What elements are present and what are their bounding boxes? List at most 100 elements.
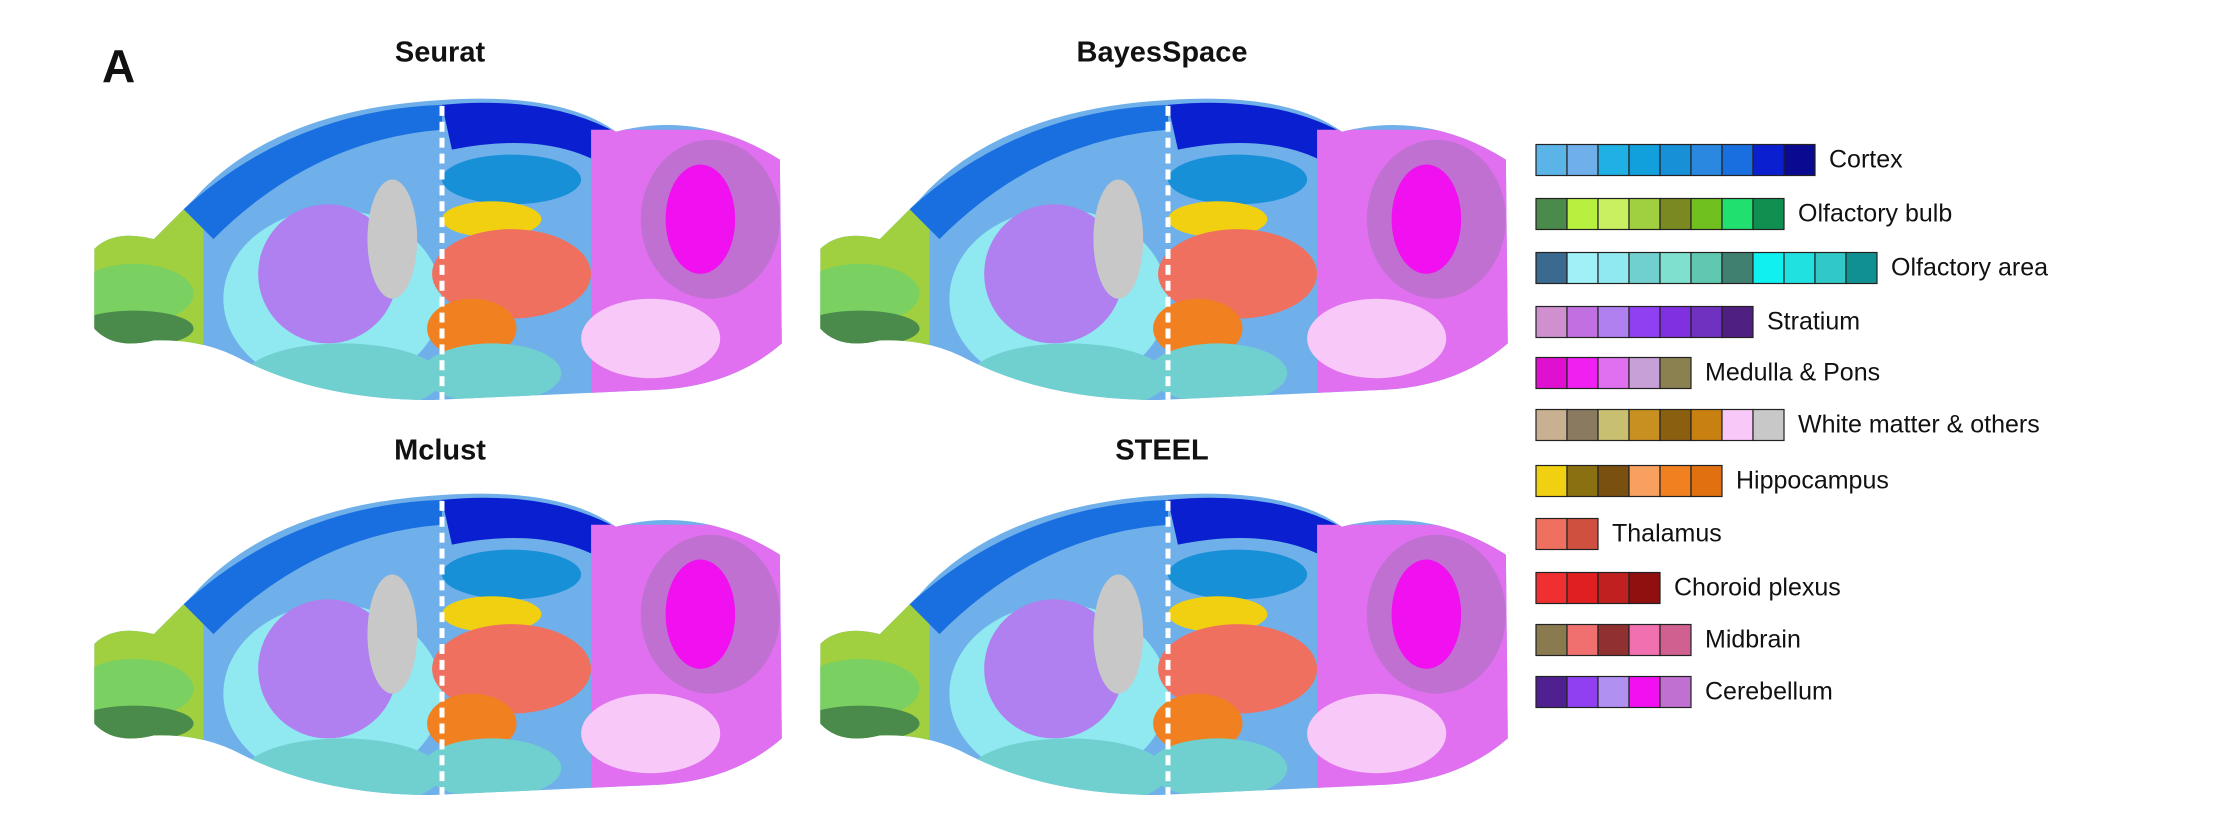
legend-item: Cerebellum	[1535, 675, 1833, 709]
legend-swatch	[1597, 143, 1630, 177]
legend-swatch	[1597, 464, 1630, 498]
panel-label: A	[102, 40, 135, 92]
legend-item: White matter & others	[1535, 408, 2040, 442]
legend-swatch	[1535, 464, 1568, 498]
legend-swatch	[1597, 356, 1630, 390]
legend-swatch	[1721, 305, 1754, 339]
legend-swatch	[1566, 143, 1599, 177]
panel-title: Seurat	[395, 37, 486, 69]
legend-item: Medulla & Pons	[1535, 356, 1880, 390]
legend-swatch	[1690, 408, 1723, 442]
legend-item: Cortex	[1535, 143, 1903, 177]
legend-swatch	[1690, 143, 1723, 177]
legend-swatch	[1783, 251, 1816, 285]
legend-swatch	[1628, 197, 1661, 231]
legend-swatch	[1721, 251, 1754, 285]
legend-swatch	[1566, 571, 1599, 605]
legend-swatch	[1597, 675, 1630, 709]
brain-map	[800, 90, 1516, 413]
legend-swatch	[1535, 143, 1568, 177]
legend-swatch	[1659, 305, 1692, 339]
legend-swatch	[1659, 197, 1692, 231]
legend-swatch	[1659, 623, 1692, 657]
legend-item: Midbrain	[1535, 623, 1801, 657]
legend-swatch	[1535, 251, 1568, 285]
legend-label: White matter & others	[1798, 411, 2040, 439]
legend-swatch	[1566, 251, 1599, 285]
legend-swatch	[1566, 675, 1599, 709]
legend-swatch	[1752, 408, 1785, 442]
legend-swatch	[1566, 517, 1599, 551]
legend-swatch	[1783, 143, 1816, 177]
legend-swatch	[1659, 675, 1692, 709]
legend-label: Hippocampus	[1736, 467, 1889, 495]
legend-swatch	[1721, 408, 1754, 442]
panel-title: Mclust	[394, 435, 486, 467]
legend-swatch	[1659, 408, 1692, 442]
legend-swatch	[1659, 356, 1692, 390]
legend-label: Thalamus	[1612, 520, 1722, 548]
legend-swatch	[1628, 143, 1661, 177]
legend-swatch	[1597, 623, 1630, 657]
legend-swatch	[1628, 464, 1661, 498]
legend-label: Olfactory area	[1891, 254, 2048, 282]
legend-swatch	[1690, 251, 1723, 285]
legend-item: Hippocampus	[1535, 464, 1889, 498]
legend-swatch	[1690, 305, 1723, 339]
legend-swatch	[1566, 197, 1599, 231]
legend-swatch	[1628, 356, 1661, 390]
legend-swatch	[1535, 571, 1568, 605]
legend-label: Choroid plexus	[1674, 574, 1841, 602]
legend-swatch	[1535, 623, 1568, 657]
legend-swatch	[1597, 251, 1630, 285]
legend-swatch	[1535, 356, 1568, 390]
legend-swatch	[1628, 251, 1661, 285]
legend-label: Cerebellum	[1705, 678, 1833, 706]
legend-item: Thalamus	[1535, 517, 1722, 551]
legend-swatch	[1597, 408, 1630, 442]
legend-swatch	[1752, 143, 1785, 177]
legend-swatch	[1752, 197, 1785, 231]
legend-swatch	[1628, 623, 1661, 657]
legend-label: Medulla & Pons	[1705, 359, 1880, 387]
legend-swatch	[1659, 464, 1692, 498]
legend-item: Stratium	[1535, 305, 1860, 339]
legend-swatch	[1566, 408, 1599, 442]
legend-swatch	[1690, 464, 1723, 498]
legend-swatch	[1721, 197, 1754, 231]
legend-swatch	[1752, 251, 1785, 285]
brain-map	[74, 485, 790, 808]
legend-swatch	[1628, 305, 1661, 339]
legend-label: Stratium	[1767, 308, 1860, 336]
legend-label: Olfactory bulb	[1798, 200, 1952, 228]
brain-map	[800, 485, 1516, 808]
panel-title: BayesSpace	[1077, 37, 1248, 69]
panel-title: STEEL	[1115, 435, 1208, 467]
legend-swatch	[1535, 675, 1568, 709]
legend-swatch	[1566, 464, 1599, 498]
legend-swatch	[1597, 571, 1630, 605]
legend-swatch	[1597, 197, 1630, 231]
legend: Cortex Olfactory bulb Olfactory area Strati…	[1535, 143, 2048, 709]
legend-swatch	[1535, 305, 1568, 339]
legend-item: Choroid plexus	[1535, 571, 1841, 605]
legend-swatch	[1628, 675, 1661, 709]
legend-swatch	[1566, 305, 1599, 339]
legend-swatch	[1845, 251, 1878, 285]
legend-swatch	[1659, 251, 1692, 285]
brain-map	[74, 90, 790, 413]
legend-item: Olfactory bulb	[1535, 197, 1952, 231]
legend-swatch	[1566, 356, 1599, 390]
legend-label: Cortex	[1829, 146, 1903, 174]
legend-swatch	[1721, 143, 1754, 177]
legend-swatch	[1535, 197, 1568, 231]
legend-swatch	[1814, 251, 1847, 285]
legend-swatch	[1628, 408, 1661, 442]
legend-swatch	[1535, 517, 1568, 551]
legend-item: Olfactory area	[1535, 251, 2048, 285]
legend-swatch	[1690, 197, 1723, 231]
legend-swatch	[1628, 571, 1661, 605]
legend-swatch	[1659, 143, 1692, 177]
legend-swatch	[1566, 623, 1599, 657]
